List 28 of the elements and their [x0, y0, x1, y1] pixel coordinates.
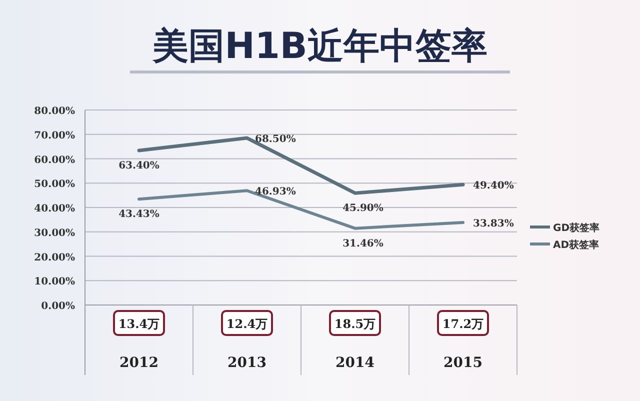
text: 12.4万: [226, 317, 268, 331]
x-tick-label: 2012: [120, 355, 158, 371]
x-tick-label: 2014: [336, 355, 375, 371]
data-label: 46.93%: [255, 186, 296, 198]
y-tick-label: 70.00%: [34, 130, 76, 142]
y-tick-label: 40.00%: [34, 204, 76, 214]
data-label: 43.43%: [118, 209, 160, 220]
data-label: 63.40%: [118, 160, 160, 172]
chart-title: 美国H1B近年中签率: [152, 26, 488, 67]
y-tick-label: 0.00%: [41, 301, 76, 312]
data-label: 45.90%: [342, 203, 384, 214]
y-tick-label: 30.00%: [34, 228, 76, 239]
x-tick-label: 2013: [228, 355, 266, 371]
text: 18.5万: [334, 317, 376, 331]
y-tick-label: 80.00%: [34, 106, 76, 117]
text: 13.4万: [118, 317, 160, 331]
x-tick-label: 2015: [444, 355, 482, 371]
y-tick-label: 20.00%: [34, 252, 76, 264]
data-label: 31.46%: [342, 238, 384, 250]
data-label: 33.83%: [473, 218, 514, 230]
data-label: 68.50%: [255, 134, 296, 146]
data-label: 49.40%: [473, 180, 514, 192]
y-tick-label: 60.00%: [34, 154, 76, 166]
y-tick-label: 10.00%: [34, 276, 76, 288]
legend-label: GD获签率: [553, 222, 600, 234]
text: 17.2万: [442, 317, 484, 331]
y-tick-label: 50.00%: [34, 179, 76, 190]
legend-label: AD获签率: [553, 239, 600, 251]
